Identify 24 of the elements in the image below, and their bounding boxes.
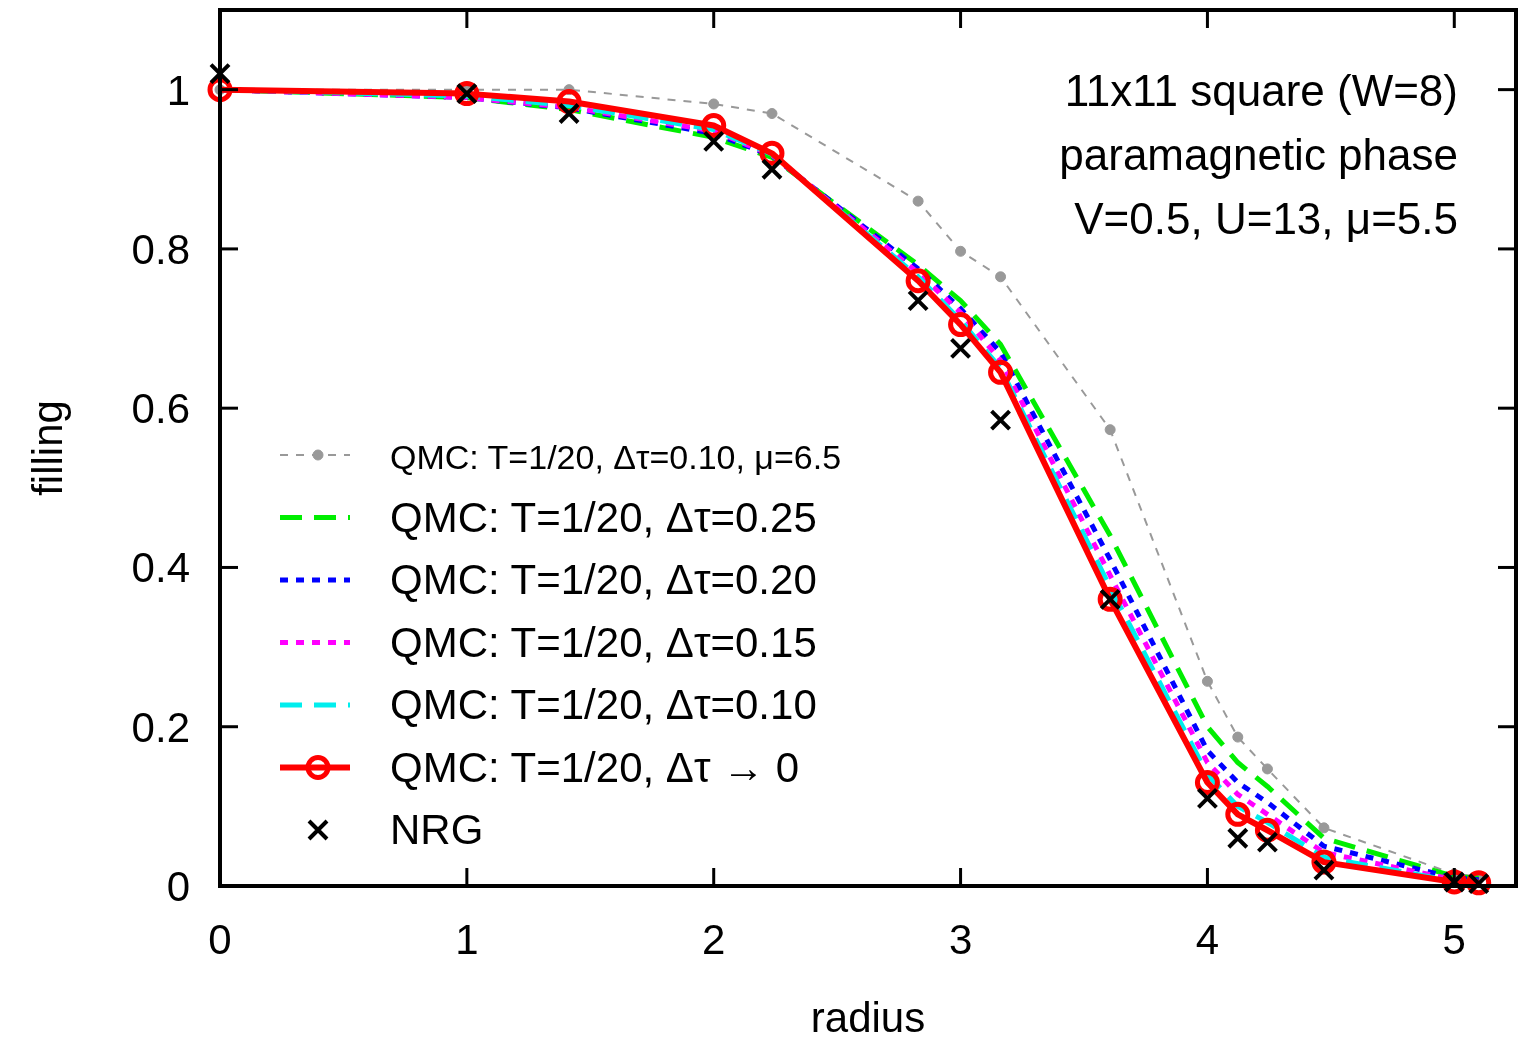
x-tick-label: 5 [1442,916,1466,963]
y-tick-label: 0.4 [131,544,190,592]
y-axis-title: filling [24,400,71,496]
y-tick-label: 0.8 [131,225,190,273]
x-axis-title: radius [810,994,926,1039]
legend-label: QMC: T=1/20, Δτ=0.15 [390,618,817,666]
annotation: 11x11 square (W=8) [1064,66,1458,115]
legend-label: QMC: T=1/20, Δτ=0.25 [390,493,817,541]
annotation: V=0.5, U=13, μ=5.5 [1074,194,1458,243]
x-tick-label: 2 [702,916,726,963]
y-tick-label: 0.6 [131,385,190,433]
y-tick-label: 0.2 [131,703,190,751]
y-tick-label: 1 [166,66,190,114]
legend-label: QMC: T=1/20, Δτ=0.10 [390,681,817,728]
legend-label: QMC: T=1/20, Δτ → 0 [390,743,800,791]
x-tick-label: 1 [455,916,479,963]
annotation: paramagnetic phase [1059,130,1458,179]
x-tick-label: 3 [948,916,973,963]
legend-label: QMC: T=1/20, Δτ=0.10, μ=6.5 [390,438,842,476]
y-tick-label: 0 [166,863,190,910]
legend-label: QMC: T=1/20, Δτ=0.20 [390,556,817,603]
x-tick-label: 0 [208,916,232,963]
legend-label: NRG [390,806,484,853]
x-tick-label: 4 [1195,916,1220,963]
